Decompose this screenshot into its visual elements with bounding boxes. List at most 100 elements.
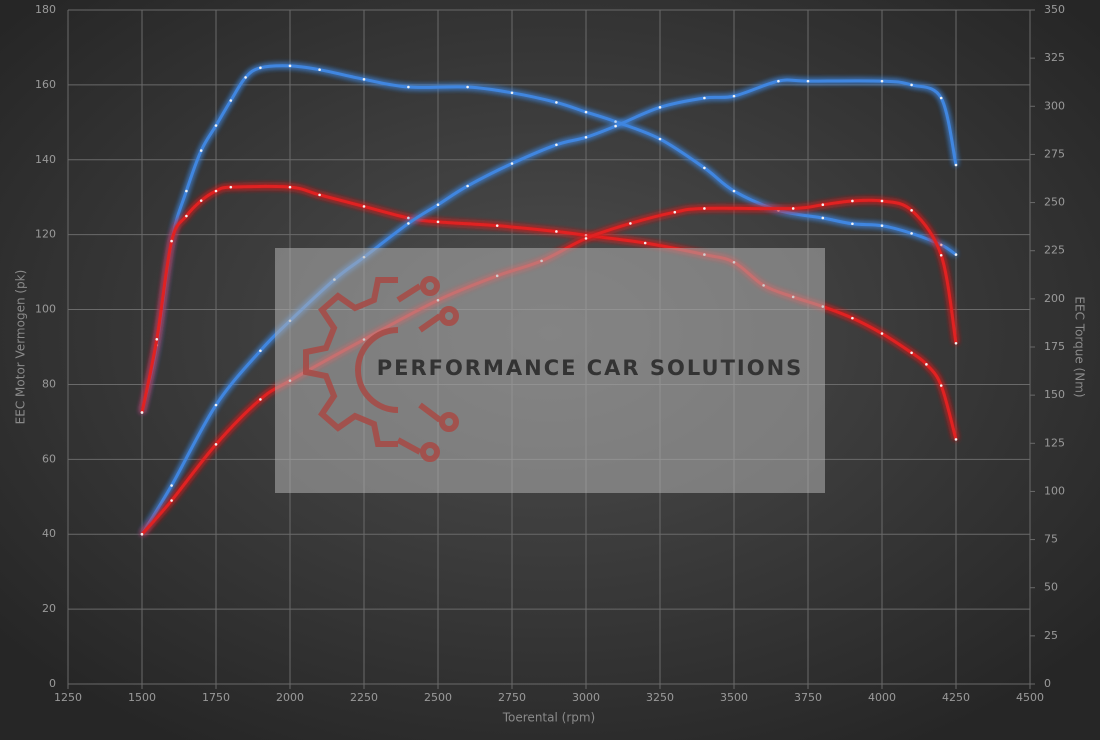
- data-point: [510, 162, 514, 165]
- watermark-box: [275, 248, 825, 493]
- data-point: [614, 124, 617, 128]
- y2-tick-label: 200: [1044, 292, 1065, 305]
- data-point: [318, 68, 321, 71]
- x-tick-label: 4500: [1016, 691, 1044, 704]
- data-point: [155, 337, 159, 341]
- data-point: [259, 66, 262, 70]
- y2-tick-label: 25: [1044, 629, 1058, 642]
- data-point: [362, 205, 366, 208]
- data-point: [229, 185, 233, 189]
- data-point: [954, 253, 958, 256]
- y-tick-label: 0: [49, 677, 56, 690]
- data-point: [939, 243, 943, 247]
- data-point: [407, 85, 410, 89]
- y-tick-label: 120: [35, 228, 56, 241]
- x-tick-label: 4250: [942, 691, 970, 704]
- x-tick-label: 2000: [276, 691, 304, 704]
- data-point: [851, 222, 854, 226]
- data-point: [495, 224, 499, 227]
- data-point: [673, 210, 677, 214]
- data-point: [939, 384, 943, 387]
- y2-tick-label: 225: [1044, 244, 1065, 257]
- y-tick-label: 160: [35, 78, 56, 91]
- x-tick-label: 1500: [128, 691, 156, 704]
- data-point: [777, 79, 780, 83]
- data-point: [732, 94, 736, 98]
- y2-tick-label: 250: [1044, 196, 1065, 209]
- x-tick-label: 3750: [794, 691, 822, 704]
- data-point: [821, 203, 825, 207]
- data-point: [880, 224, 884, 227]
- data-point: [910, 232, 913, 235]
- data-point: [939, 96, 943, 100]
- x-tick-label: 2250: [350, 691, 378, 704]
- data-point: [614, 120, 617, 123]
- data-point: [229, 99, 233, 102]
- x-tick-label: 2750: [498, 691, 526, 704]
- y2-axis-title: EEC Torque (Nm): [1073, 296, 1087, 397]
- data-point: [185, 214, 188, 218]
- data-point: [658, 106, 662, 109]
- data-point: [658, 137, 662, 141]
- y2-tick-label: 50: [1044, 581, 1058, 594]
- data-point: [407, 216, 410, 220]
- y2-tick-label: 125: [1044, 436, 1065, 449]
- y2-tick-label: 150: [1044, 388, 1065, 401]
- x-tick-label: 4000: [868, 691, 896, 704]
- series-line: [140, 64, 957, 413]
- x-tick-label: 1750: [202, 691, 230, 704]
- y-tick-label: 40: [42, 527, 56, 540]
- data-point: [436, 203, 440, 207]
- data-point: [584, 110, 588, 114]
- y-tick-label: 80: [42, 377, 56, 390]
- data-point: [199, 199, 203, 202]
- data-point: [288, 64, 292, 68]
- y2-tick-label: 75: [1044, 533, 1058, 546]
- data-point: [170, 239, 173, 243]
- data-point: [407, 222, 410, 225]
- data-point: [910, 209, 913, 212]
- data-point: [466, 184, 469, 188]
- data-point: [703, 207, 706, 210]
- data-point: [584, 234, 588, 237]
- data-point: [643, 241, 647, 245]
- data-point: [880, 199, 884, 203]
- data-point: [214, 403, 218, 407]
- data-point: [806, 79, 810, 83]
- data-point: [880, 79, 884, 83]
- data-point: [703, 166, 706, 170]
- data-point: [851, 199, 854, 203]
- data-point: [436, 220, 440, 224]
- data-point: [259, 349, 262, 353]
- x-tick-label: 3250: [646, 691, 674, 704]
- y2-tick-label: 0: [1044, 677, 1051, 690]
- data-point: [170, 499, 173, 502]
- data-point: [140, 532, 144, 536]
- data-point: [214, 189, 218, 193]
- y2-tick-label: 100: [1044, 484, 1065, 497]
- data-point: [629, 222, 632, 225]
- data-point: [318, 193, 321, 197]
- y2-tick-label: 300: [1044, 99, 1065, 112]
- watermark-text: PERFORMANCE CAR SOLUTIONS: [377, 356, 804, 380]
- y-tick-label: 20: [42, 602, 56, 615]
- y2-tick-label: 325: [1044, 51, 1065, 64]
- data-point: [880, 332, 884, 335]
- data-point: [555, 230, 558, 233]
- data-point: [851, 316, 854, 320]
- data-point: [954, 341, 958, 345]
- data-point: [584, 237, 588, 240]
- data-point: [954, 438, 958, 441]
- watermark: PERFORMANCE CAR SOLUTIONS: [275, 248, 825, 493]
- y-axis-title: EEC Motor Vermogen (pk): [14, 270, 28, 425]
- y2-tick-label: 175: [1044, 340, 1065, 353]
- y2-tick-label: 350: [1044, 3, 1065, 16]
- data-point: [910, 351, 913, 355]
- y-tick-label: 140: [35, 153, 56, 166]
- data-point: [791, 207, 795, 210]
- data-point: [732, 189, 736, 193]
- data-point: [954, 163, 958, 167]
- data-point: [244, 76, 247, 79]
